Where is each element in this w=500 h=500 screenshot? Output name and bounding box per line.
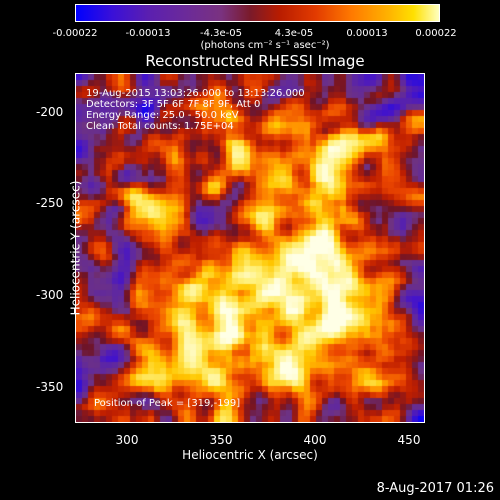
y-tick: -350 <box>36 380 64 394</box>
info-line-detectors: Detectors: 3F 5F 6F 7F 8F 9F, Att 0 <box>86 99 261 110</box>
y-axis-label: Heliocentric Y (arcsec) <box>68 180 83 316</box>
x-tick: 350 <box>209 433 233 447</box>
colorbar-units: (photons cm⁻² s⁻¹ asec⁻²) <box>200 40 330 51</box>
peak-position-text: Position of Peak = [319,-199] <box>94 398 241 409</box>
y-tick: -250 <box>36 196 64 210</box>
y-tick: -200 <box>36 105 64 119</box>
colorbar-tick: -0.00022 <box>52 28 98 39</box>
x-tick: 300 <box>115 433 139 447</box>
plot-title: Reconstructed RHESSI Image <box>145 52 365 70</box>
info-line-energy: Energy Range: 25.0 - 50.0 keV <box>86 110 239 121</box>
x-tick: 450 <box>397 433 421 447</box>
rhessi-image <box>76 74 424 422</box>
colorbar-tick: -4.3e-05 <box>200 28 242 39</box>
info-line-time: 19-Aug-2015 13:03:26.000 to 13:13:26.000 <box>86 88 305 99</box>
colorbar-tick: 0.00013 <box>346 28 388 39</box>
x-tick: 400 <box>303 433 327 447</box>
colorbar-tick: -0.00013 <box>125 28 171 39</box>
x-axis-label: Heliocentric X (arcsec) <box>182 448 318 462</box>
y-tick: -300 <box>36 288 64 302</box>
image-plot: 19-Aug-2015 13:03:26.000 to 13:13:26.000… <box>75 73 425 423</box>
info-line-counts: Clean Total counts: 1.75E+04 <box>86 121 234 132</box>
colorbar <box>75 4 440 22</box>
colorbar-tick: 0.00022 <box>415 28 457 39</box>
colorbar-tick: 4.3e-05 <box>274 28 314 39</box>
footer-date: 8-Aug-2017 01:26 <box>376 481 494 496</box>
